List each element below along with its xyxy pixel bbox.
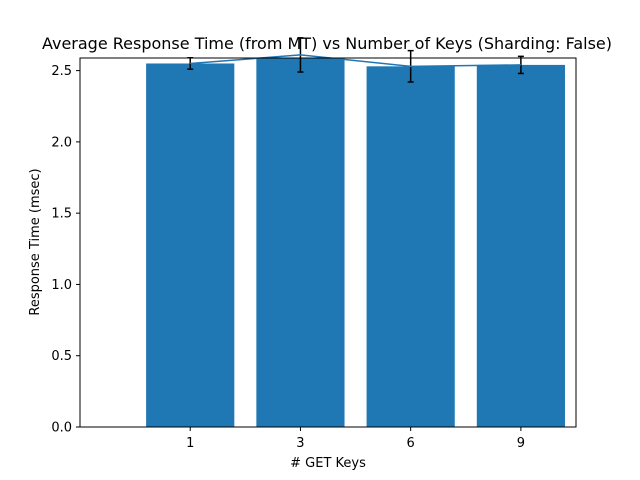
x-axis-label: # GET Keys — [290, 456, 366, 471]
mean-line — [190, 54, 521, 68]
x-tick-label: 1 — [186, 436, 194, 451]
y-tick-label: 1.5 — [51, 207, 72, 222]
x-ticks: 1 3 6 9 — [186, 427, 525, 451]
y-tick-label: 2.5 — [51, 64, 72, 79]
y-tick-label: 0.0 — [51, 421, 72, 436]
line-layer — [190, 54, 521, 68]
y-tick-label: 1.0 — [51, 278, 72, 293]
y-tick-label: 0.5 — [51, 349, 72, 364]
bar-3 — [256, 58, 345, 427]
x-tick-9: 9 — [517, 427, 525, 451]
x-tick-label: 6 — [407, 436, 415, 451]
bars-layer — [146, 58, 565, 428]
y-tick-1.5: 1.5 — [51, 207, 80, 222]
y-tick-label: 2.0 — [51, 135, 72, 150]
bar-9 — [476, 64, 565, 427]
x-tick-3: 3 — [296, 427, 305, 451]
x-tick-1: 1 — [186, 427, 194, 451]
x-tick-6: 6 — [407, 427, 415, 451]
bar-6 — [366, 66, 455, 428]
y-axis-label: Response Time (msec) — [28, 168, 43, 315]
chart-title: Average Response Time (from MT) vs Numbe… — [42, 34, 612, 53]
errorbar-9 — [517, 55, 524, 75]
x-tick-label: 3 — [296, 436, 304, 451]
x-tick-label: 9 — [517, 436, 525, 451]
bar-1 — [146, 63, 235, 427]
y-ticks: 0.0 0.5 1.0 1.5 2.0 2.5 — [51, 64, 80, 436]
y-tick-0.5: 0.5 — [51, 349, 80, 364]
y-tick-1.0: 1.0 — [51, 278, 80, 293]
y-tick-0.0: 0.0 — [51, 421, 80, 436]
y-tick-2.0: 2.0 — [51, 135, 80, 150]
plot-frame — [79, 57, 577, 428]
y-tick-2.5: 2.5 — [51, 64, 80, 79]
